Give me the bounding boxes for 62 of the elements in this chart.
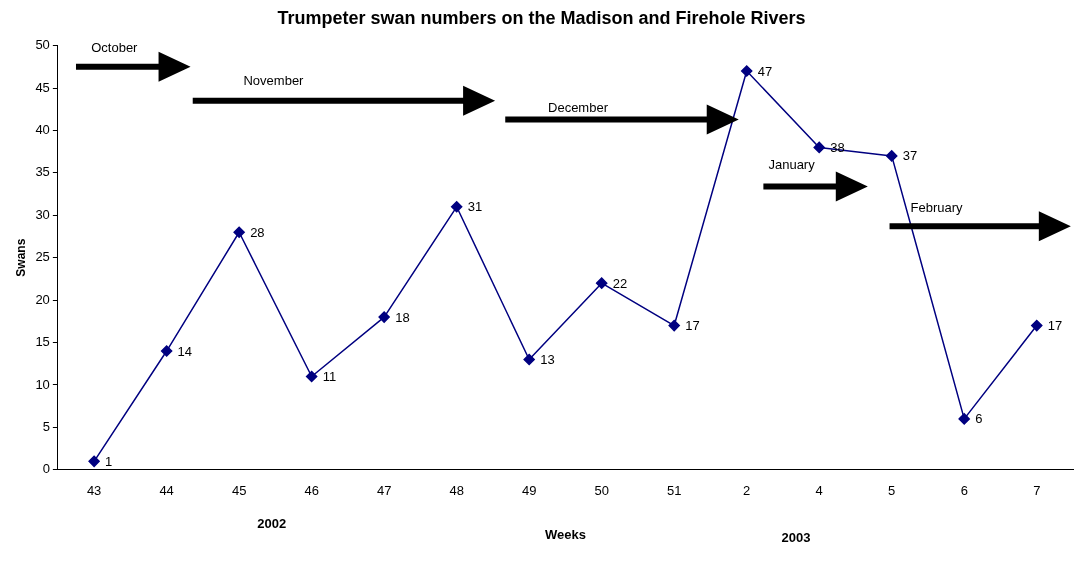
x-tick-label: 50 bbox=[594, 483, 609, 499]
annotation: January bbox=[768, 156, 816, 172]
data-label: 47 bbox=[757, 63, 773, 79]
annotation: February bbox=[910, 199, 964, 215]
x-tick-label: 48 bbox=[449, 483, 464, 499]
y-tick-label: 20 bbox=[35, 291, 50, 307]
y-tick-label: 15 bbox=[35, 334, 50, 350]
y-tick-label: 10 bbox=[35, 376, 50, 392]
data-label: 14 bbox=[177, 343, 193, 359]
point bbox=[450, 201, 463, 213]
data-label: 1 bbox=[105, 453, 113, 469]
point bbox=[88, 455, 100, 468]
data-label: 31 bbox=[467, 199, 483, 215]
x-tick-label: 47 bbox=[376, 483, 392, 499]
x-axis-title: Weeks bbox=[544, 526, 586, 542]
x-tick-label: 51 bbox=[666, 483, 682, 499]
point bbox=[813, 141, 825, 154]
point bbox=[595, 277, 608, 289]
y-tick-label: 35 bbox=[35, 164, 50, 180]
point bbox=[740, 65, 753, 77]
data-label: 22 bbox=[612, 275, 628, 291]
point bbox=[378, 311, 390, 323]
data-label: 11 bbox=[322, 369, 337, 385]
x-tick-label: 2 bbox=[743, 483, 751, 499]
x-tick-label: 49 bbox=[521, 483, 537, 499]
point bbox=[668, 319, 680, 332]
chart-title: Trumpeter swan numbers on the Madison and Firehole Rivers bbox=[277, 7, 806, 28]
annotation: October bbox=[91, 40, 139, 56]
x-tick-label: 7 bbox=[1033, 483, 1041, 499]
y-tick-label: 0 bbox=[42, 461, 50, 477]
data-label: 6 bbox=[975, 411, 983, 427]
annotation: December bbox=[548, 99, 609, 115]
point bbox=[1030, 319, 1043, 332]
data-label: 17 bbox=[1047, 318, 1063, 334]
x-tick-label: 4 bbox=[815, 483, 823, 499]
y-tick-label: 45 bbox=[35, 79, 50, 95]
x-tick-label: 43 bbox=[86, 483, 102, 499]
point bbox=[305, 370, 318, 383]
point bbox=[160, 345, 173, 357]
y-tick-label: 5 bbox=[42, 418, 50, 434]
y-axis-title: Swans bbox=[13, 238, 28, 277]
y-tick-label: 40 bbox=[35, 122, 50, 138]
data-label: 17 bbox=[685, 318, 700, 334]
point bbox=[958, 413, 970, 425]
point bbox=[885, 150, 898, 162]
x-tick-label: 44 bbox=[159, 483, 174, 499]
annotation: November bbox=[243, 73, 305, 89]
data-label: 28 bbox=[250, 224, 265, 240]
data-label: 18 bbox=[395, 309, 410, 325]
data-label: 37 bbox=[902, 148, 918, 164]
x-tick-label: 45 bbox=[231, 483, 247, 499]
y-tick-label: 50 bbox=[35, 37, 50, 53]
x-tick-label: 5 bbox=[888, 483, 896, 499]
x-tick-label: 46 bbox=[304, 483, 319, 499]
text: 2002 bbox=[257, 515, 287, 531]
data-label: 13 bbox=[540, 352, 555, 368]
text: 2003 bbox=[781, 529, 811, 545]
point bbox=[233, 226, 245, 238]
x-tick-label: 6 bbox=[960, 483, 968, 499]
point bbox=[523, 353, 535, 366]
y-tick-label: 25 bbox=[35, 249, 50, 265]
y-tick-label: 30 bbox=[35, 206, 50, 222]
